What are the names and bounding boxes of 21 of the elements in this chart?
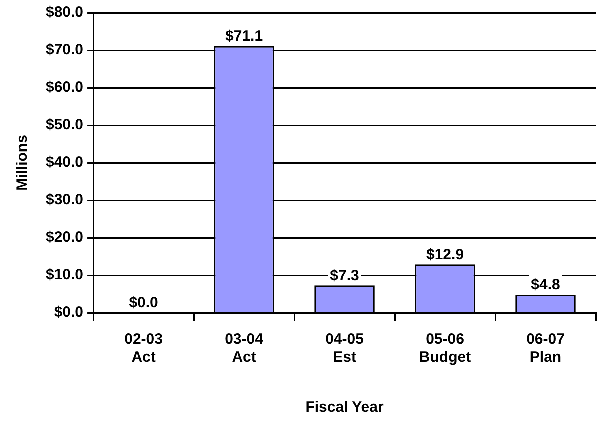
data-label: $71.1 — [226, 28, 264, 46]
y-tick-label: $0.0 — [54, 304, 84, 322]
y-tick-label: $50.0 — [46, 116, 84, 134]
x-tick-label: 03-04 Act — [225, 331, 264, 366]
y-tick-label: $30.0 — [46, 192, 84, 209]
x-tick-label: 06-07 Plan — [526, 331, 565, 366]
y-tick-label: $70.0 — [46, 42, 84, 59]
y-tick-label: $20.0 — [46, 229, 84, 246]
x-axis-title: Fiscal Year — [306, 399, 384, 416]
y-tick-label: $10.0 — [46, 266, 84, 284]
x-tick-label: 05-06 Budget — [419, 331, 472, 366]
x-tick-label: 04-05 Est — [326, 331, 364, 366]
x-tick-label: 02-03 Act — [124, 331, 163, 366]
data-label: $7.3 — [330, 267, 360, 284]
y-axis-title: Millions — [14, 135, 32, 191]
y-tick-label: $60.0 — [46, 79, 84, 96]
data-label: $0.0 — [129, 294, 158, 312]
y-tick-label: $80.0 — [46, 4, 84, 22]
data-label: $12.9 — [426, 246, 464, 264]
data-label: $4.8 — [531, 276, 560, 294]
y-tick-label: $40.0 — [46, 154, 84, 172]
